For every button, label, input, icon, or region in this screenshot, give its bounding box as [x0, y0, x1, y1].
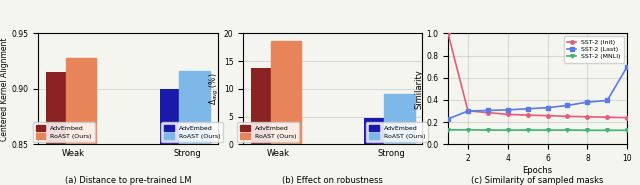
Bar — [46, 72, 77, 185]
SST-2 (Last) — [464, 110, 472, 112]
Bar — [271, 41, 301, 144]
SST-2 (MNLI) — [484, 129, 492, 131]
SST-2 (Last) — [604, 99, 611, 102]
SST-2 (MNLI) — [464, 129, 472, 131]
SST-2 (Init) — [464, 110, 472, 112]
SST-2 (Init) — [484, 112, 492, 114]
Bar — [365, 118, 395, 144]
Y-axis label: Similarity: Similarity — [414, 69, 424, 109]
Legend: SST-2 (Init), SST-2 (Last), SST-2 (MNLI): SST-2 (Init), SST-2 (Last), SST-2 (MNLI) — [564, 36, 624, 63]
Bar — [160, 89, 190, 185]
Text: (b) Effect on robustness: (b) Effect on robustness — [282, 176, 383, 185]
SST-2 (Init) — [444, 32, 452, 34]
X-axis label: Epochs: Epochs — [522, 166, 553, 175]
SST-2 (Last) — [444, 118, 452, 120]
SST-2 (MNLI) — [623, 129, 631, 131]
SST-2 (Init) — [544, 115, 552, 117]
Bar — [251, 68, 282, 144]
SST-2 (Last) — [524, 108, 531, 110]
Bar — [384, 94, 415, 144]
Legend: AdvEmbed, RoAST (Ours): AdvEmbed, RoAST (Ours) — [366, 122, 428, 142]
SST-2 (MNLI) — [444, 129, 452, 131]
SST-2 (Last) — [564, 104, 572, 107]
Text: (a) Distance to pre-trained LM: (a) Distance to pre-trained LM — [65, 176, 191, 185]
Line: SST-2 (Last): SST-2 (Last) — [446, 65, 629, 121]
SST-2 (Last) — [584, 101, 591, 103]
SST-2 (Init) — [584, 116, 591, 118]
SST-2 (Init) — [504, 113, 511, 115]
Bar — [66, 58, 96, 185]
SST-2 (Last) — [484, 109, 492, 112]
SST-2 (Last) — [544, 107, 552, 109]
SST-2 (Last) — [504, 109, 511, 111]
SST-2 (MNLI) — [524, 129, 531, 131]
SST-2 (MNLI) — [544, 129, 552, 131]
SST-2 (Last) — [623, 65, 631, 68]
SST-2 (Init) — [623, 117, 631, 119]
Line: SST-2 (MNLI): SST-2 (MNLI) — [446, 128, 629, 132]
SST-2 (Init) — [524, 114, 531, 116]
SST-2 (MNLI) — [564, 129, 572, 131]
Y-axis label: Centered Kernel Alignment: Centered Kernel Alignment — [0, 37, 9, 141]
SST-2 (MNLI) — [584, 129, 591, 131]
SST-2 (Init) — [564, 115, 572, 117]
Bar — [179, 71, 210, 185]
Legend: AdvEmbed, RoAST (Ours): AdvEmbed, RoAST (Ours) — [161, 122, 223, 142]
Y-axis label: $\Delta_{avg}$ (%): $\Delta_{avg}$ (%) — [208, 73, 221, 105]
SST-2 (Init) — [604, 116, 611, 118]
Line: SST-2 (Init): SST-2 (Init) — [446, 32, 629, 119]
Text: (c) Similarity of sampled masks: (c) Similarity of sampled masks — [472, 176, 604, 185]
SST-2 (MNLI) — [504, 129, 511, 131]
SST-2 (MNLI) — [604, 129, 611, 131]
